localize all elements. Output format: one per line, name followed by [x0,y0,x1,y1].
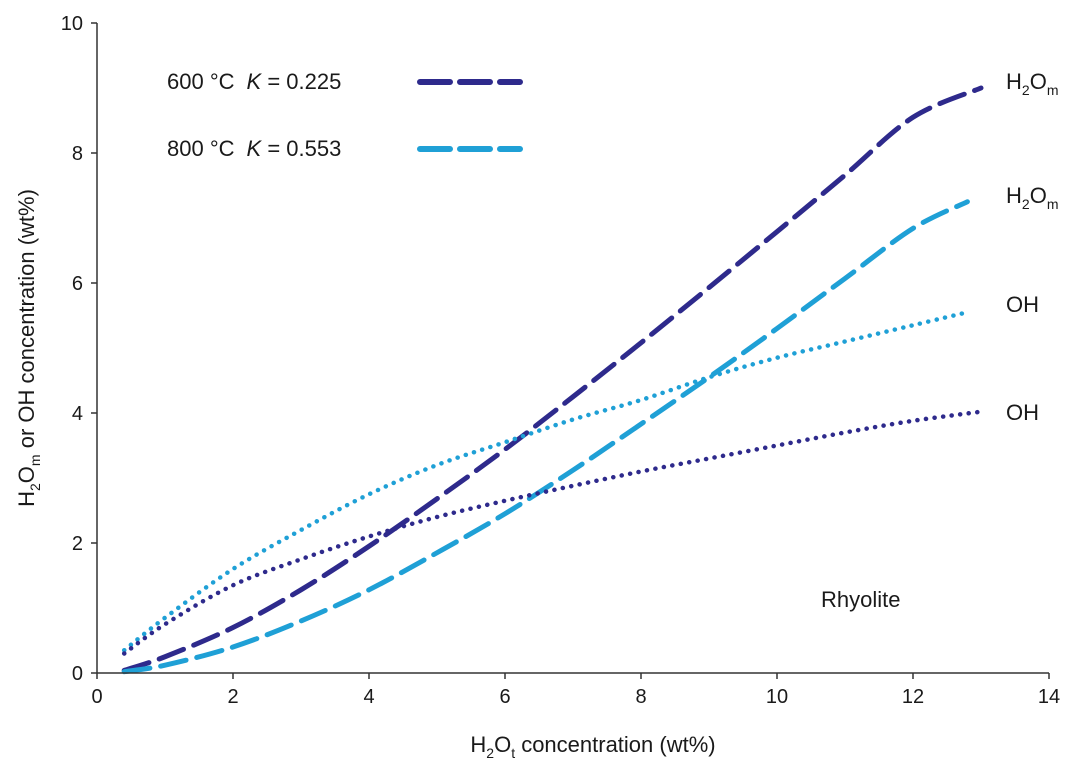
x-axis: 0 2 4 6 8 10 12 14 [91,672,1060,708]
y-axis-title: H2Om or OH concentration (wt%) [14,189,43,507]
legend: 600 °C K = 0.225 800 °C K = 0.553 [167,69,523,161]
curve-labels: H2Om H2Om OH OH [1006,69,1058,425]
series-line-h2om-800 [121,199,970,675]
y-tick-label: 4 [72,403,83,425]
x-ticks: 0 2 4 6 8 10 12 14 [91,673,1060,708]
series-line-h2om-600 [121,85,984,673]
legend-label-600: 600 °C K = 0.225 [167,69,341,94]
plot-lines [121,85,984,675]
x-tick-label: 12 [902,686,924,708]
x-tick-label: 10 [766,686,788,708]
curve-label-oh-600: OH [1006,400,1039,425]
x-tick-label: 4 [363,686,374,708]
y-tick-label: 2 [72,533,83,555]
y-ticks: 0 2 4 6 8 10 [61,13,97,685]
x-tick-label: 6 [499,686,510,708]
x-tick-label: 14 [1038,686,1060,708]
x-tick-label: 0 [91,686,102,708]
y-tick-label: 6 [72,273,83,295]
y-tick-label: 0 [72,663,83,685]
legend-label-800: 800 °C K = 0.553 [167,136,341,161]
curve-label-h2om-600: H2Om [1006,69,1058,98]
curve-label-oh-800: OH [1006,292,1039,317]
rhyolite-annotation: Rhyolite [821,587,900,612]
y-axis: 0 2 4 6 8 10 [61,13,98,685]
y-tick-label: 10 [61,13,83,35]
legend-entry-600: 600 °C K = 0.225 [167,69,523,94]
legend-entry-800: 800 °C K = 0.553 [167,136,523,161]
x-tick-label: 8 [635,686,646,708]
y-tick-label: 8 [72,143,83,165]
curve-label-h2om-800: H2Om [1006,183,1058,212]
x-axis-title: H2Ot concentration (wt%) [470,732,715,761]
series-line-oh-600 [121,409,984,656]
x-tick-label: 2 [227,686,238,708]
